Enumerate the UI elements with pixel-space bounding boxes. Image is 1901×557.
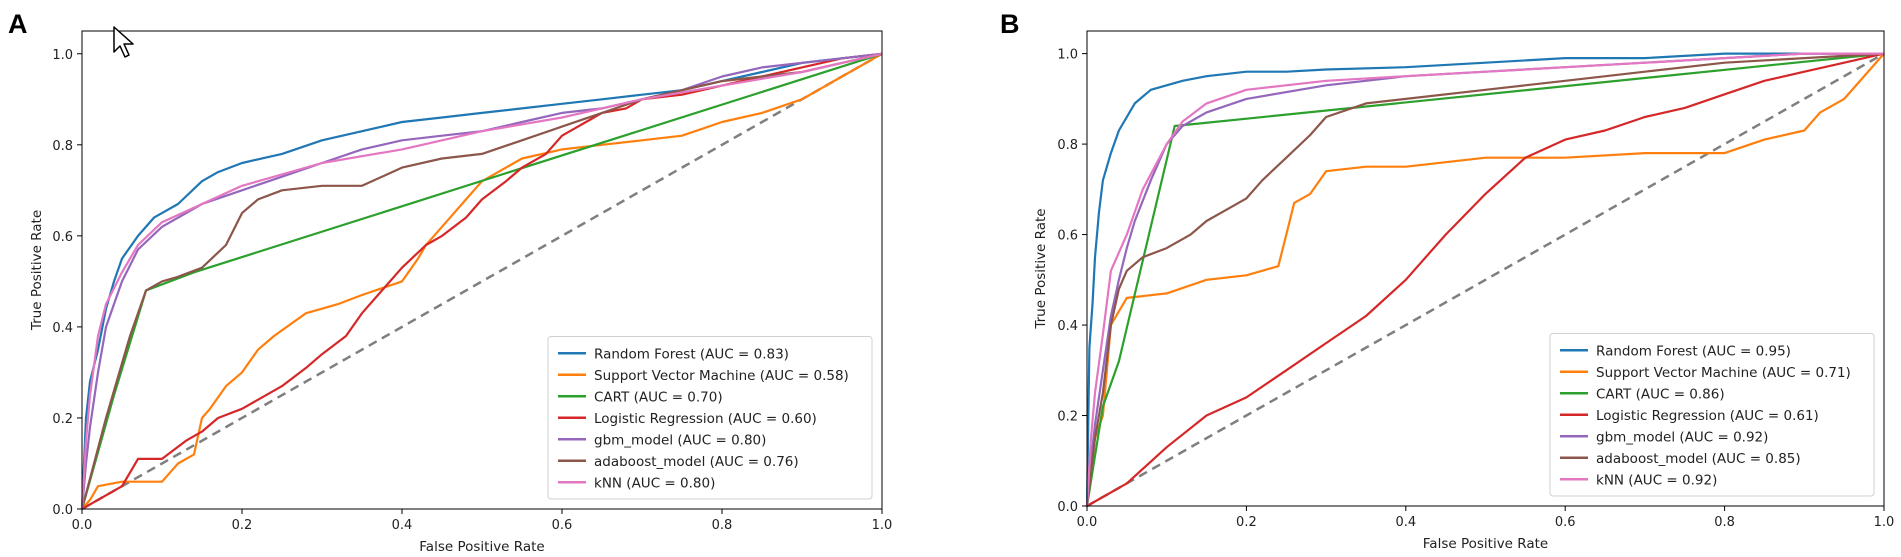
roc-series-line xyxy=(1085,52,1884,507)
legend-entry: gbm_model (AUC = 0.80) xyxy=(594,432,766,448)
legend-entry: Support Vector Machine (AUC = 0.58) xyxy=(594,368,849,384)
y-tick-label: 0.4 xyxy=(52,321,73,336)
y-tick-label: 1.0 xyxy=(52,48,73,63)
chance-diagonal-line xyxy=(81,52,883,511)
plot-frame xyxy=(1086,30,1885,507)
roc-series-line xyxy=(1085,52,1885,507)
y-tick-label: 0.8 xyxy=(1057,138,1078,153)
roc-series-line xyxy=(80,52,883,510)
legend-entry: Random Forest (AUC = 0.95) xyxy=(1596,343,1791,359)
x-tick-label: 1.0 xyxy=(872,518,893,533)
y-tick-label: 0.4 xyxy=(1057,319,1078,334)
x-axis-label: False Positive Rate xyxy=(1423,536,1548,552)
legend-entry: gbm_model (AUC = 0.92) xyxy=(1596,429,1768,445)
x-tick-label: 0.0 xyxy=(1077,515,1098,530)
x-tick-label: 0.0 xyxy=(72,518,93,533)
x-tick-label: 0.4 xyxy=(392,518,413,533)
x-tick-label: 0.2 xyxy=(1236,515,1257,530)
legend-entry: CART (AUC = 0.70) xyxy=(594,389,723,405)
roc-panel-a: A 0.0 0.2 0.4 0.6 0.8 1.0 0.0 0.2 0.4 0.6 0.8 1.0 Fal… xyxy=(8,9,892,555)
y-tick-label: 0.2 xyxy=(52,412,73,427)
x-tick-label: 0.8 xyxy=(712,518,733,533)
y-tick-label: 0.8 xyxy=(52,139,73,154)
roc-series-line xyxy=(80,52,883,510)
y-tick-label: 0.0 xyxy=(52,503,73,518)
legend-entry: Logistic Regression (AUC = 0.61) xyxy=(1596,408,1819,424)
roc-series-line xyxy=(1085,52,1885,507)
x-tick-label: 0.6 xyxy=(1555,515,1576,530)
roc-series-line xyxy=(81,52,883,510)
x-tick-label: 0.2 xyxy=(232,518,253,533)
y-tick-label: 0.0 xyxy=(1057,500,1078,515)
roc-series-line xyxy=(81,52,883,510)
y-axis-label: True Positive Rate xyxy=(29,210,45,331)
legend: Random Forest (AUC = 0.95) Support Vector… xyxy=(1549,333,1875,497)
x-axis-label: False Positive Rate xyxy=(419,539,544,555)
mouse-pointer-icon xyxy=(113,26,134,58)
y-tick-label: 0.6 xyxy=(52,230,73,245)
y-tick-label: 0.6 xyxy=(1057,229,1078,244)
roc-series-line xyxy=(1086,52,1885,507)
legend-entry: adaboost_model (AUC = 0.85) xyxy=(1596,451,1801,467)
chance-diagonal-line xyxy=(1086,52,1885,508)
panel-label: A xyxy=(8,9,28,39)
legend-entry: CART (AUC = 0.86) xyxy=(1596,386,1725,402)
roc-panel-b: B 0.0 0.2 0.4 0.6 0.8 1.0 0.0 0.2 0.4 0.6 0.8 1.0 Fal… xyxy=(1000,9,1894,552)
legend-entry: adaboost_model (AUC = 0.76) xyxy=(594,454,799,470)
legend-entry: Support Vector Machine (AUC = 0.71) xyxy=(1596,365,1851,381)
y-tick-label: 0.2 xyxy=(1057,410,1078,425)
roc-series-line xyxy=(1085,52,1884,507)
legend-entry: kNN (AUC = 0.92) xyxy=(1596,472,1717,488)
y-tick-label: 1.0 xyxy=(1057,48,1078,63)
legend-entry: Logistic Regression (AUC = 0.60) xyxy=(594,411,817,427)
legend-entry: Random Forest (AUC = 0.83) xyxy=(594,346,789,362)
x-tick-label: 0.6 xyxy=(552,518,573,533)
x-tick-label: 1.0 xyxy=(1874,515,1895,530)
legend: Random Forest (AUC = 0.83) Support Vector… xyxy=(547,336,873,500)
x-tick-label: 0.8 xyxy=(1714,515,1735,530)
legend-entry: kNN (AUC = 0.80) xyxy=(594,475,715,491)
legend-box xyxy=(1549,333,1875,497)
panel-label: B xyxy=(1000,9,1020,39)
x-tick-label: 0.4 xyxy=(1395,515,1416,530)
plot-frame xyxy=(81,30,883,510)
roc-series-line xyxy=(80,52,883,510)
y-axis-label: True Positive Rate xyxy=(1033,208,1049,329)
legend-box xyxy=(547,336,873,500)
